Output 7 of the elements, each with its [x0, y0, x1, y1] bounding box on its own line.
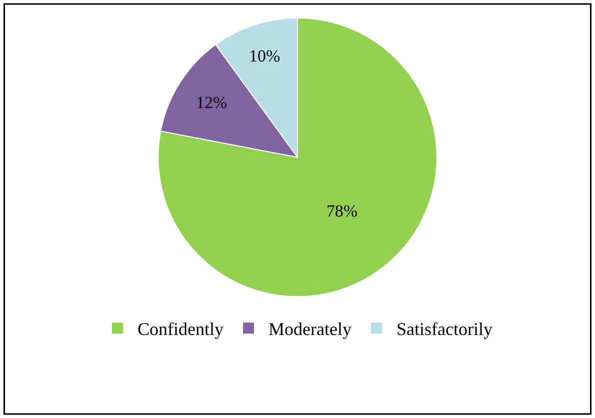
- pie-slice: [158, 17, 438, 297]
- data-label: 10%: [249, 46, 280, 66]
- legend-label: Moderately: [268, 319, 352, 340]
- legend-label: Confidently: [138, 319, 224, 340]
- legend-label: Satisfactorily: [396, 319, 492, 340]
- data-label: 12%: [196, 93, 228, 112]
- data-label: 78%: [326, 201, 358, 220]
